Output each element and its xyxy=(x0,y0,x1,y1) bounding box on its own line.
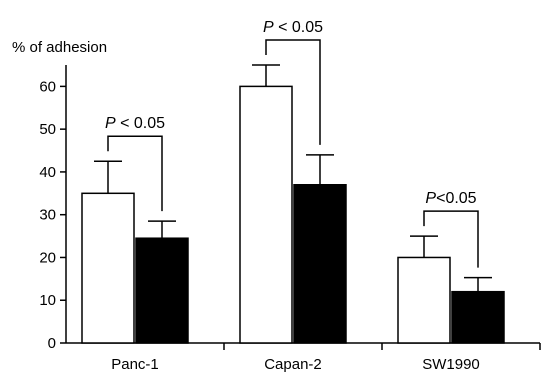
category-label: Panc-1 xyxy=(111,356,159,373)
y-tick-label: 50 xyxy=(39,121,56,138)
error-bars xyxy=(94,64,492,292)
filled-bar-panc-1 xyxy=(135,237,189,344)
y-ticks: 0 10 20 30 40 50 60 xyxy=(39,78,66,352)
significance-bracket xyxy=(423,210,479,268)
category-label: SW1990 xyxy=(422,356,480,373)
y-axis-label: % of adhesion xyxy=(12,39,107,56)
significance-bracket xyxy=(265,39,321,145)
bars xyxy=(81,85,505,344)
category-label: Capan-2 xyxy=(264,356,322,373)
y-tick-label: 60 xyxy=(39,78,56,95)
open-bar-sw1990 xyxy=(397,256,451,344)
y-tick-label: 30 xyxy=(39,207,56,224)
p-value-label: P<0.05 xyxy=(425,190,476,207)
y-tick-label: 20 xyxy=(39,249,56,266)
significance-bracket xyxy=(107,135,163,212)
y-tick-label: 40 xyxy=(39,164,56,181)
category-labels: Panc-1 Capan-2 SW1990 xyxy=(111,356,480,373)
y-tick-label: 10 xyxy=(39,292,56,309)
filled-bar-sw1990 xyxy=(451,290,505,344)
open-bar-panc-1 xyxy=(81,192,135,344)
p-value-label: P < 0.05 xyxy=(105,115,165,132)
significance-brackets: P < 0.05 P < 0.05 P<0.05 xyxy=(105,19,479,268)
y-tick-label: 0 xyxy=(48,335,56,352)
p-value-label: P < 0.05 xyxy=(263,19,323,36)
open-bar-capan-2 xyxy=(239,85,293,344)
filled-bar-capan-2 xyxy=(293,184,347,344)
